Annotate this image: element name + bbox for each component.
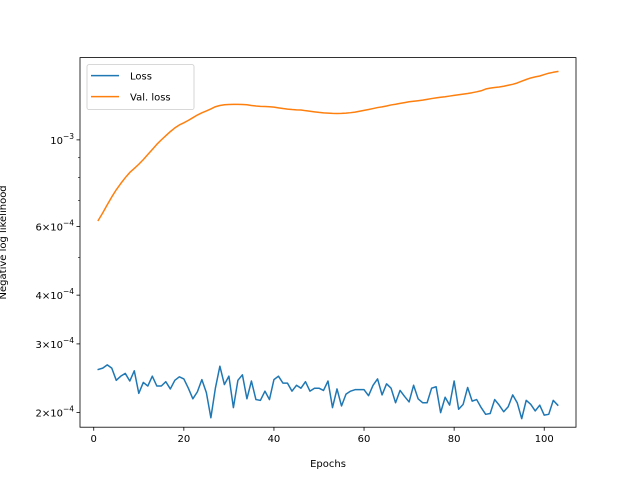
x-axis-label: Epochs — [310, 459, 346, 470]
series-line-val-loss — [97, 70, 559, 222]
y-tick-label: 2×10−4 — [35, 405, 74, 420]
x-tick-label: 40 — [268, 434, 281, 445]
legend-label: Loss — [130, 72, 152, 83]
x-tick-label: 100 — [535, 434, 554, 445]
x-tick-label: 80 — [448, 434, 461, 445]
y-tick-label: 6×10−4 — [35, 218, 74, 233]
y-tick-label: 10−3 — [50, 132, 74, 147]
plot-area — [80, 57, 576, 428]
x-tick-label: 60 — [358, 434, 371, 445]
y-axis-label: Negative log likelihood — [0, 185, 9, 299]
x-tick-label: 20 — [177, 434, 190, 445]
plot-frame — [79, 57, 577, 428]
y-axis-ticks: 2×10−4 3×10−4 4×10−4 6×10−4 10−3 — [35, 132, 80, 420]
y-tick-label: 3×10−4 — [35, 336, 74, 351]
legend-label: Val. loss — [130, 93, 171, 104]
x-tick-label: 0 — [91, 434, 97, 445]
legend: Loss Val. loss — [86, 64, 195, 110]
y-tick-label: 4×10−4 — [35, 287, 74, 302]
series-layer — [97, 70, 559, 420]
x-axis-ticks: 0 20 40 60 80 100 — [91, 427, 554, 445]
series-line-loss — [97, 364, 559, 420]
